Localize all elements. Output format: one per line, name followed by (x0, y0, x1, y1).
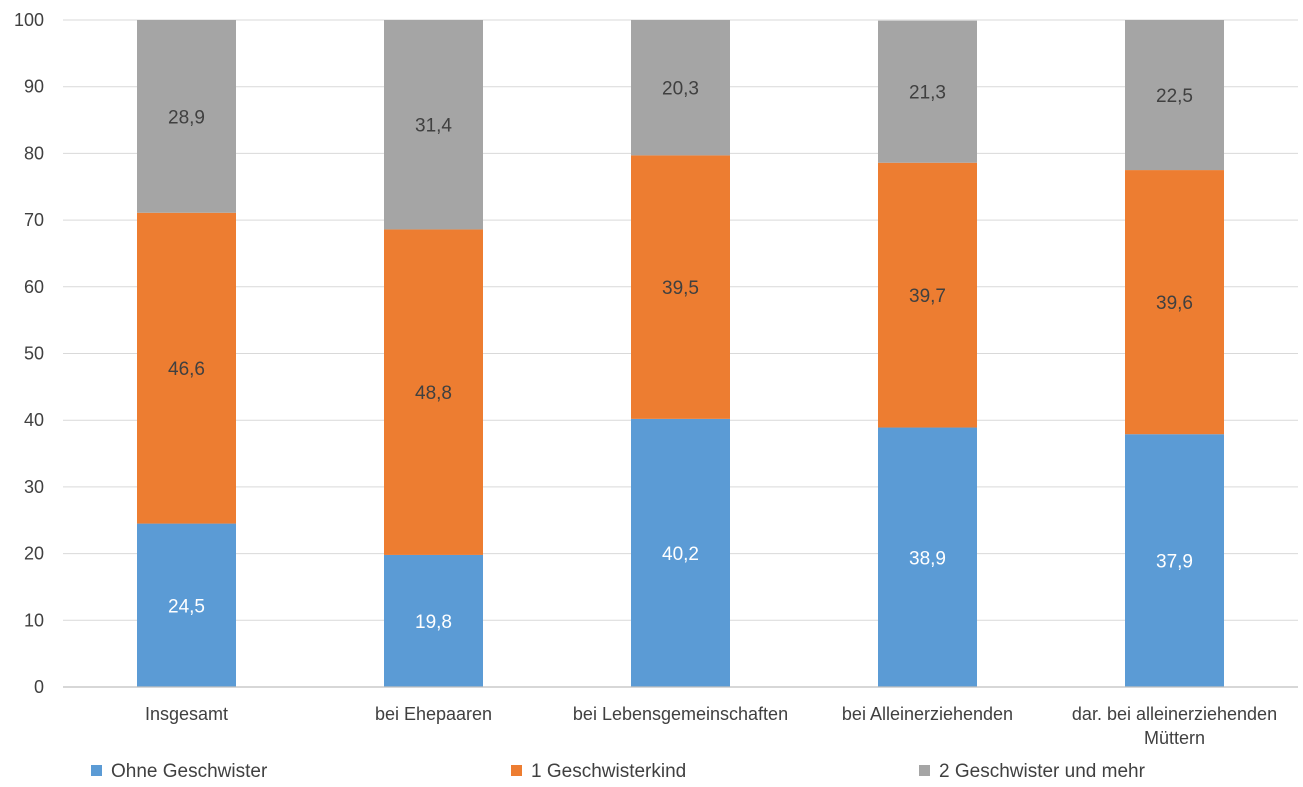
legend-swatch (919, 765, 930, 776)
legend-label: 2 Geschwister und mehr (939, 761, 1146, 782)
x-axis: Insgesamt bei Ehepaaren bei Lebensgemeinsc… (63, 686, 1298, 748)
bar-segment (137, 212, 236, 524)
category-label: bei Alleinerziehenden (842, 704, 1013, 724)
data-label: 21,3 (909, 83, 946, 104)
bars (137, 20, 1224, 687)
y-tick-label: 0 (34, 677, 44, 697)
data-labels: 24,5 46,6 28,9 19,8 48,8 31,4 40,2 39,5 20,3 38,9… (168, 79, 1193, 633)
legend-label: 1 Geschwisterkind (531, 761, 686, 782)
data-label: 46,6 (168, 359, 205, 380)
data-label: 31,4 (415, 116, 452, 137)
bar-segment (1125, 434, 1224, 687)
y-tick-label: 20 (24, 544, 44, 564)
y-tick-label: 30 (24, 477, 44, 497)
data-label: 39,6 (1156, 293, 1193, 314)
y-axis: 0 10 20 30 40 50 60 70 80 90 100 (14, 10, 44, 697)
category-label: Müttern (1144, 728, 1205, 748)
bar-segment (137, 523, 236, 687)
bar-segment (631, 20, 730, 156)
bar-segment (878, 427, 977, 687)
category-label: bei Ehepaaren (375, 704, 492, 724)
bar-segment (631, 418, 730, 687)
data-label: 38,9 (909, 548, 946, 569)
y-tick-label: 70 (24, 210, 44, 230)
data-label: 48,8 (415, 383, 452, 404)
y-tick-label: 100 (14, 10, 44, 30)
y-tick-label: 90 (24, 77, 44, 97)
legend-label: Ohne Geschwister (111, 761, 268, 782)
y-tick-label: 10 (24, 610, 44, 630)
y-tick-label: 50 (24, 344, 44, 364)
data-label: 39,7 (909, 286, 946, 307)
bar-segment (631, 155, 730, 419)
bar-segment (384, 229, 483, 555)
data-label: 40,2 (662, 544, 699, 565)
data-label: 20,3 (662, 79, 699, 100)
legend: Ohne Geschwister 1 Geschwisterkind 2 Gesch… (91, 761, 1146, 782)
bar-segment (384, 554, 483, 687)
bar-segment (1125, 20, 1224, 171)
data-label: 39,5 (662, 278, 699, 299)
data-label: 22,5 (1156, 86, 1193, 107)
category-label: bei Lebensgemeinschaften (573, 704, 788, 724)
legend-swatch (511, 765, 522, 776)
category-label: Insgesamt (145, 704, 228, 724)
y-tick-label: 80 (24, 143, 44, 163)
bar-segment (878, 20, 977, 163)
bar-segment (1125, 170, 1224, 435)
data-label: 28,9 (168, 107, 205, 128)
legend-swatch (91, 765, 102, 776)
category-label: dar. bei alleinerziehenden (1072, 704, 1277, 724)
data-label: 37,9 (1156, 552, 1193, 573)
bar-segment (384, 20, 483, 230)
y-tick-label: 40 (24, 410, 44, 430)
bar-segment (878, 162, 977, 428)
data-label: 19,8 (415, 612, 452, 633)
data-label: 24,5 (168, 596, 205, 617)
bar-segment (137, 20, 236, 213)
y-tick-label: 60 (24, 277, 44, 297)
